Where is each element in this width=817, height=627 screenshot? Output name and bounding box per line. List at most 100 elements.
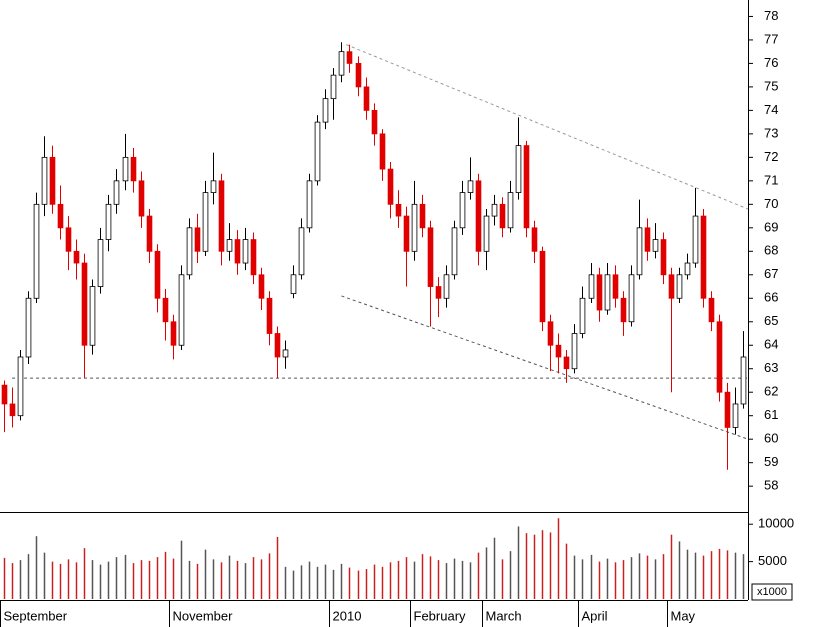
y-tick-label: 69 (764, 219, 778, 234)
candle-body (41, 156, 48, 205)
candle-body (435, 286, 442, 299)
candle-body (395, 203, 402, 217)
x-tick-label: 2010 (333, 608, 362, 623)
y-tick-label: 65 (764, 313, 778, 328)
candle-body (105, 203, 112, 240)
x-tick-label: April (582, 608, 608, 623)
candle-body (515, 145, 522, 193)
candle-body (266, 297, 273, 334)
candle-body (684, 262, 691, 276)
candle-body (571, 333, 578, 370)
y-tick-label: 63 (764, 360, 778, 375)
candle-body (9, 403, 16, 417)
candle-body (459, 192, 466, 229)
x-tick-label: May (671, 608, 696, 623)
candle-body (194, 227, 201, 252)
candle-body (732, 403, 739, 428)
candle-body (1, 384, 8, 405)
candle-body (604, 274, 611, 311)
candle-body (716, 321, 723, 393)
y-tick-label: 66 (764, 290, 778, 305)
candle-body (330, 74, 337, 100)
candle-body (700, 215, 707, 299)
candle-body (218, 180, 225, 252)
candle-body (258, 274, 265, 299)
y-tick-label: 72 (764, 149, 778, 164)
candle-body (491, 203, 498, 217)
candle-body (419, 203, 426, 229)
candle-body (523, 145, 530, 229)
candle-body (346, 51, 353, 64)
candle-body (563, 356, 570, 370)
candle-body (162, 297, 169, 323)
candle-body (427, 227, 434, 287)
candle-body (290, 274, 297, 294)
y-tick-label: 67 (764, 266, 778, 281)
y-tick-label: 60 (764, 431, 778, 446)
y-tick-label: 75 (764, 78, 778, 93)
candle-body (226, 239, 233, 252)
candle-body (740, 356, 747, 405)
candle-body (644, 227, 651, 252)
candle-body (146, 215, 153, 252)
candle-body (338, 51, 345, 76)
candle-body (122, 156, 129, 182)
candle-body (507, 192, 514, 229)
candle-body (65, 227, 72, 252)
candle-body (499, 203, 506, 229)
x-tick-label: September (4, 608, 68, 623)
x-tick-label: November (173, 608, 234, 623)
y-tick-label: 74 (764, 102, 778, 117)
candle-body (202, 192, 209, 252)
candle-body (322, 98, 329, 123)
candle-body (555, 344, 562, 358)
candle-body (57, 203, 64, 229)
trend-line (346, 44, 749, 210)
candle-body (612, 274, 619, 299)
candle-body (33, 203, 40, 299)
candle-body (49, 156, 56, 205)
y-tick-label: 70 (764, 196, 778, 211)
candle-body (170, 321, 177, 346)
candle-body (708, 297, 715, 323)
candle-body (81, 262, 88, 346)
candle-body (531, 227, 538, 252)
candle-body (186, 227, 193, 276)
candle-body (403, 215, 410, 252)
x-tick-label: February (414, 608, 467, 623)
candle-body (628, 274, 635, 323)
candle-body (298, 227, 305, 276)
y-tick-label: 68 (764, 243, 778, 258)
candle-body (724, 391, 731, 428)
y2-tick-label: 10000 (758, 516, 794, 531)
candle-body (588, 274, 595, 299)
candle-body (130, 156, 137, 182)
y-tick-label: 78 (764, 8, 778, 23)
candle-body (73, 250, 80, 264)
candle-body (387, 168, 394, 205)
candle-body (250, 239, 257, 276)
y-tick-label: 61 (764, 407, 778, 422)
candle-body (242, 239, 249, 264)
candle-body (620, 297, 627, 323)
volume-unit: x1000 (757, 586, 787, 598)
y-tick-label: 71 (764, 172, 778, 187)
candle-body (596, 274, 603, 311)
unit-box (751, 583, 793, 601)
y-tick-label: 73 (764, 125, 778, 140)
candle-body (138, 180, 145, 217)
candle-body (467, 180, 474, 193)
candle-body (379, 133, 386, 170)
candle-body (579, 297, 586, 334)
candle-body (314, 121, 321, 182)
candle-body (692, 215, 699, 264)
candle-body (154, 250, 161, 299)
y-tick-label: 58 (764, 478, 778, 493)
y-tick-label: 59 (764, 454, 778, 469)
y-tick-label: 76 (764, 55, 778, 70)
candle-body (451, 227, 458, 276)
candle-body (443, 274, 450, 299)
candle-body (234, 239, 241, 264)
